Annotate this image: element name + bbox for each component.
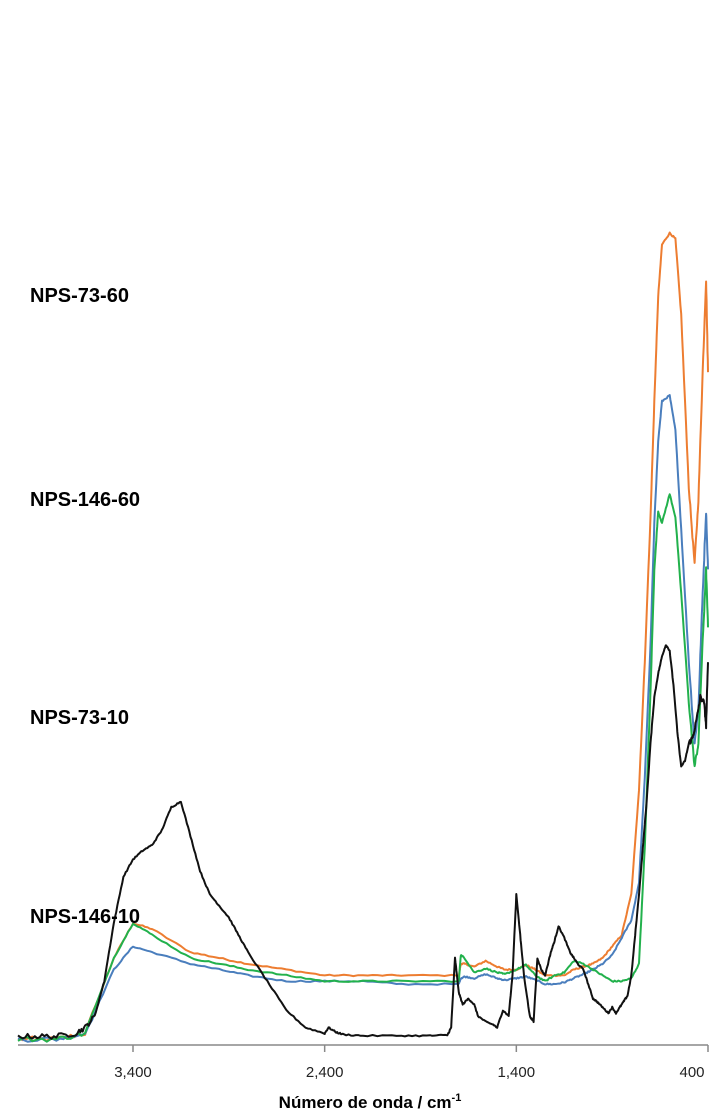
- x-axis-title-text: Número de onda / cm: [279, 1093, 452, 1112]
- x-axis-title-superscript: -1: [452, 1092, 462, 1104]
- x-tick-label-1400: 1,400: [498, 1064, 536, 1081]
- series-line-nps-146-10: [17, 644, 709, 1040]
- series-line-nps-73-10: [17, 493, 709, 1043]
- spectra-series-group: [17, 231, 709, 1043]
- x-tick-label-2400: 2,400: [306, 1064, 344, 1081]
- x-tick-label-3400: 3,400: [114, 1064, 152, 1081]
- series-label-group: NPS-73-60 NPS-146-60 NPS-73-10 NPS-146-10: [30, 285, 140, 928]
- series-line-nps-146-60: [17, 394, 709, 1043]
- x-axis-title: Número de onda / cm-1: [279, 1092, 462, 1112]
- series-label-nps-73-60: NPS-73-60: [30, 285, 129, 307]
- x-tick-label-400: 400: [679, 1064, 704, 1081]
- x-axis-ticks: 3,400 2,400 1,400 400: [114, 1045, 709, 1081]
- series-label-nps-73-10: NPS-73-10: [30, 707, 129, 729]
- series-line-nps-73-60: [17, 231, 709, 1042]
- series-label-nps-146-10: NPS-146-10: [30, 906, 140, 928]
- series-label-nps-146-60: NPS-146-60: [30, 489, 140, 511]
